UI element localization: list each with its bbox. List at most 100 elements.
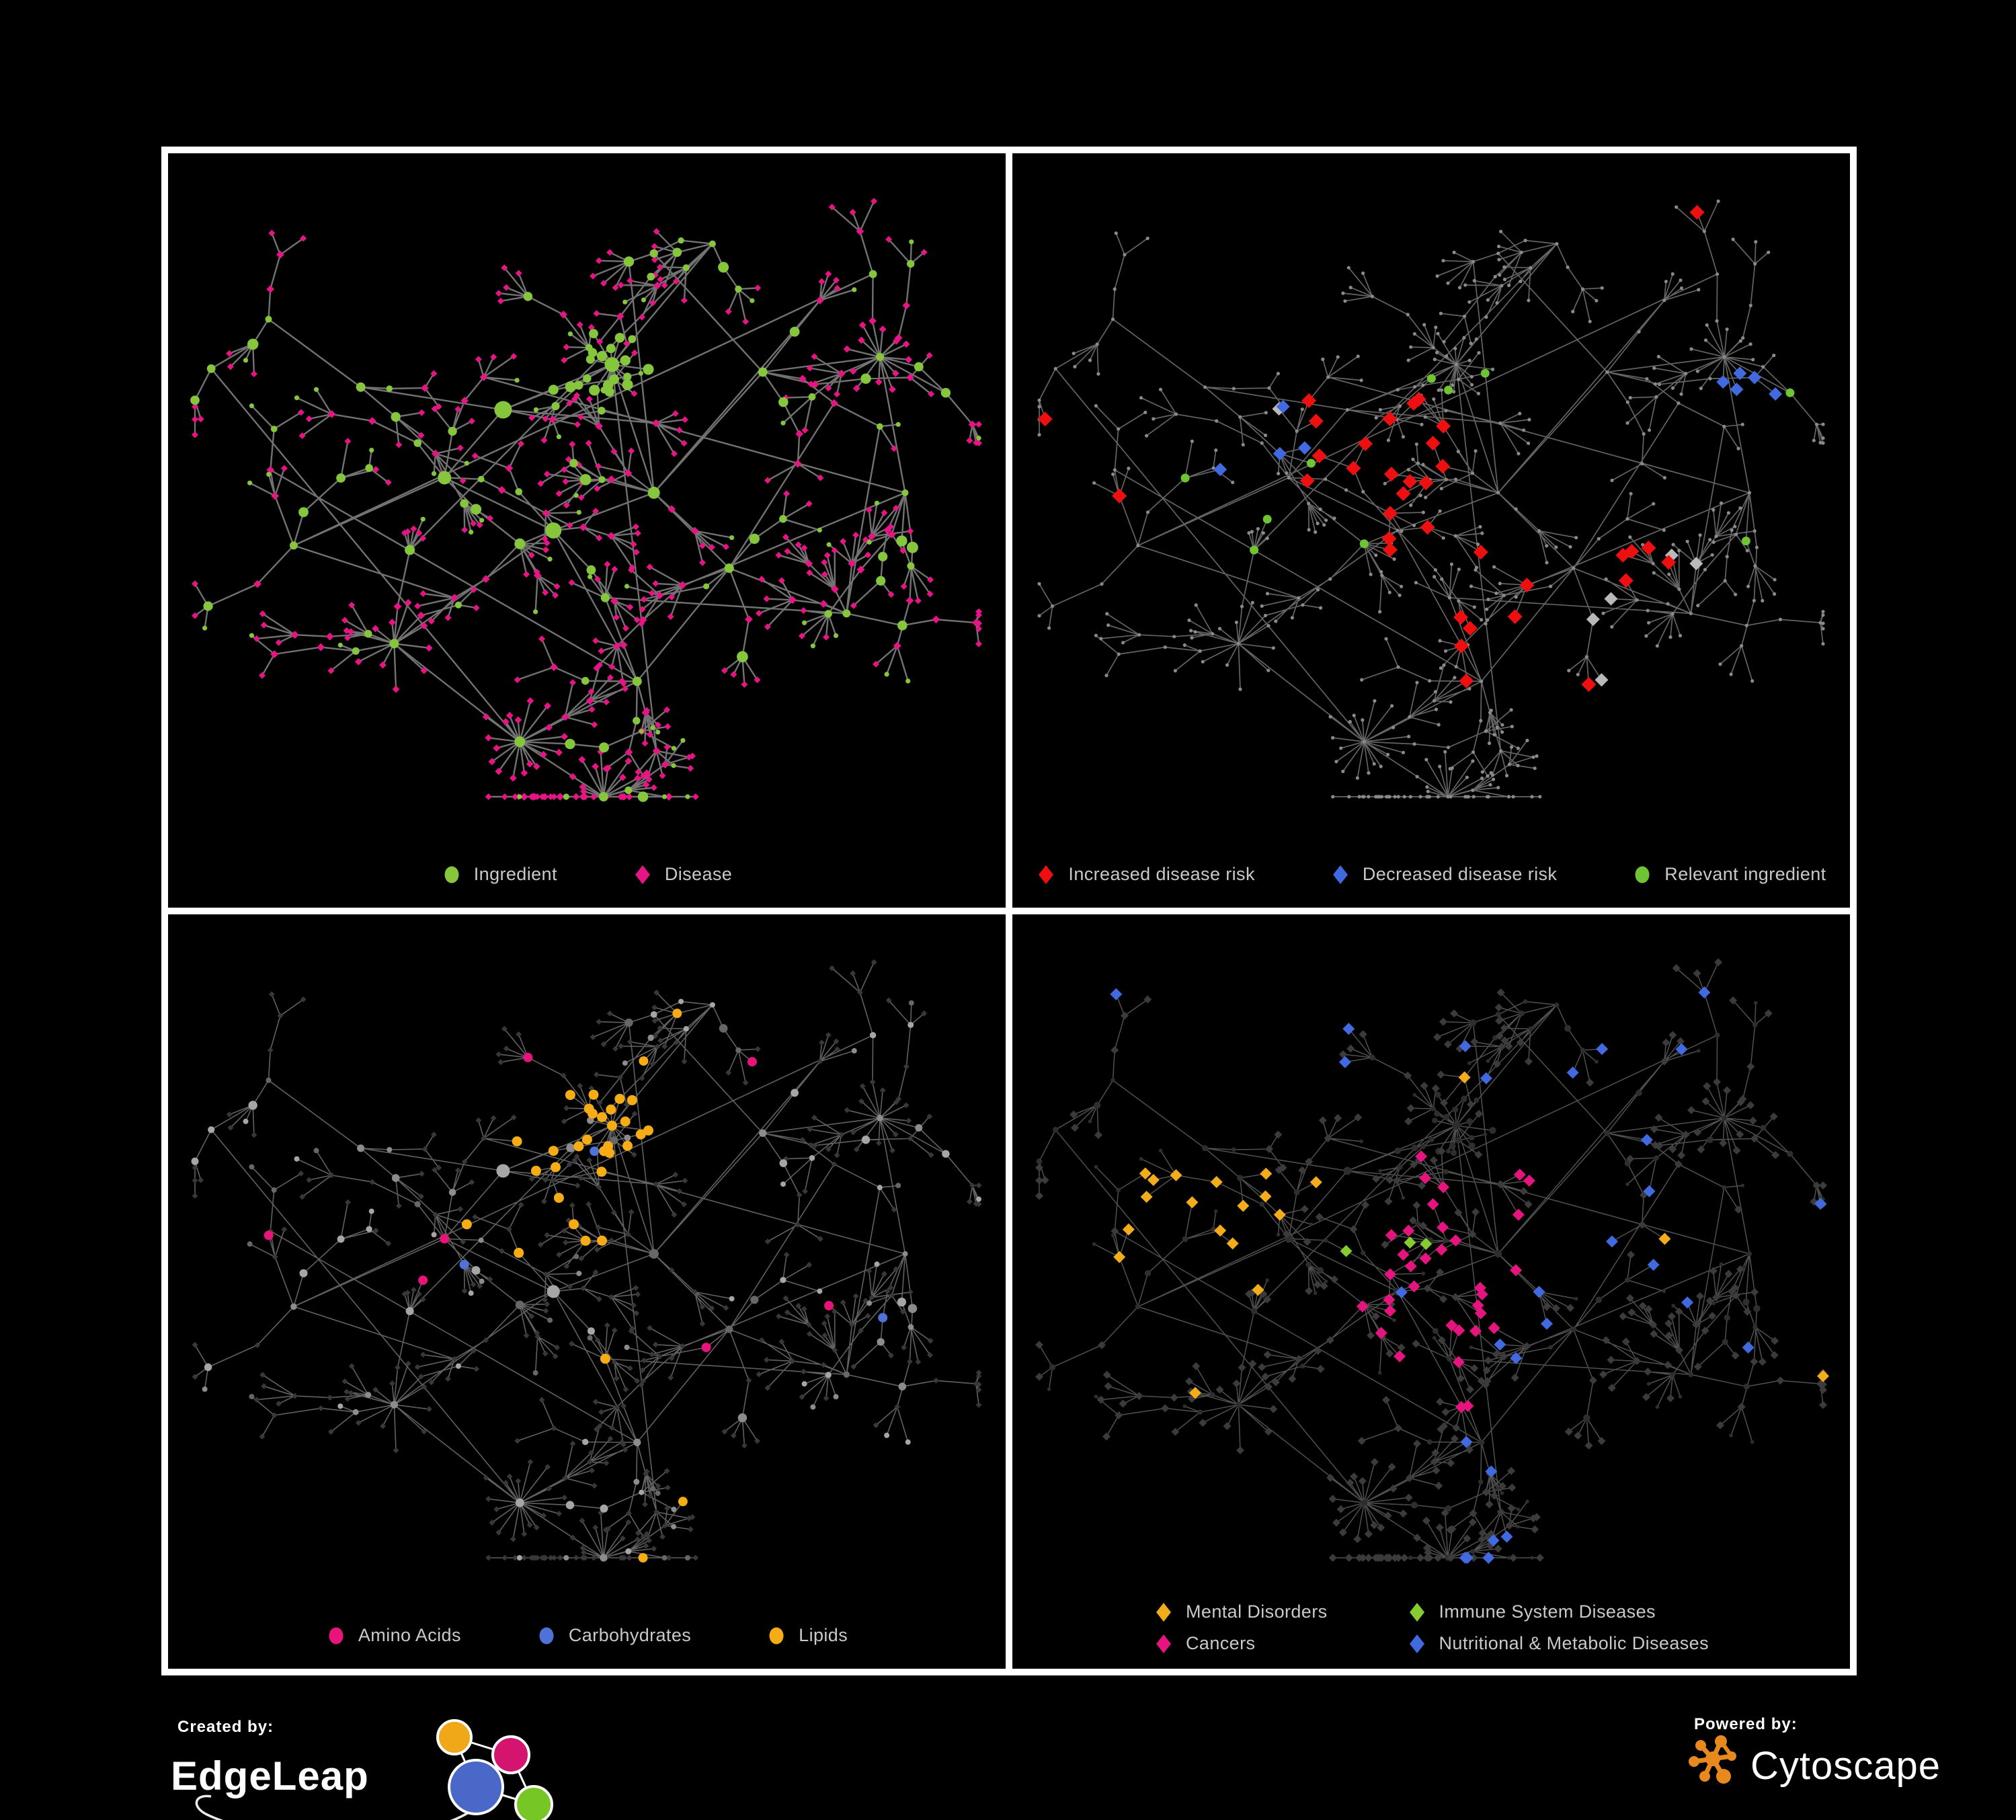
network-node [718, 262, 729, 273]
network-node [647, 1493, 653, 1499]
network-node [1444, 409, 1448, 413]
legend-nutrient-classes: Amino Acids Carbohydrates Lipids [168, 1625, 1006, 1646]
network-node [1370, 1458, 1379, 1466]
network-node [202, 625, 208, 631]
network-node [1523, 1342, 1531, 1351]
network-node [1750, 1134, 1759, 1143]
network-node [1421, 463, 1425, 467]
network-node [1516, 746, 1520, 750]
network-node [1410, 1160, 1418, 1169]
network-node [1139, 396, 1143, 400]
network-node [430, 370, 438, 377]
network-node [860, 373, 871, 384]
network-node [483, 1474, 489, 1481]
network-node [1232, 1379, 1241, 1388]
network-node [559, 311, 568, 319]
network-node [1324, 477, 1328, 481]
network-node [1498, 421, 1502, 425]
network-node [621, 1554, 627, 1561]
network-node [831, 547, 838, 554]
network-node [1420, 422, 1424, 426]
network-node [1588, 319, 1592, 323]
network-node [639, 616, 647, 624]
network-node [420, 622, 428, 630]
network-node [270, 426, 278, 432]
network-node [1477, 351, 1481, 355]
network-node [745, 615, 753, 623]
network-node [1236, 641, 1240, 645]
network-node [1190, 636, 1194, 640]
network-node [815, 296, 824, 305]
network-node [1300, 1363, 1305, 1369]
network-node [418, 1275, 428, 1285]
network-node [1732, 1146, 1741, 1155]
network-node [1457, 567, 1461, 571]
network-node [1743, 1308, 1752, 1316]
network-node [1314, 530, 1318, 535]
network-node [858, 321, 866, 329]
network-node [275, 639, 282, 646]
network-node [893, 641, 901, 650]
network-node [1566, 1304, 1574, 1312]
network-node [1483, 1377, 1492, 1386]
network-node [671, 1524, 677, 1530]
network-node [1542, 1302, 1551, 1311]
network-node [1770, 1351, 1779, 1359]
network-node [808, 1142, 814, 1148]
network-node [1693, 969, 1701, 978]
network-node [354, 658, 362, 666]
network-node [778, 577, 785, 584]
network-node [1527, 299, 1531, 303]
network-node [1361, 1250, 1366, 1255]
network-node [1635, 598, 1639, 602]
network-node [590, 1146, 600, 1156]
network-node [580, 1285, 586, 1292]
network-node [1741, 336, 1745, 340]
network-node [515, 1498, 524, 1507]
edgeleap-swoosh [195, 1794, 471, 1820]
network-node [778, 397, 789, 407]
network-node [526, 1521, 533, 1528]
network-node [1307, 528, 1311, 532]
network-node [1471, 260, 1476, 264]
network-node [1469, 1019, 1477, 1026]
network-node [1238, 687, 1242, 691]
network-node [299, 1269, 308, 1277]
network-node [1425, 436, 1441, 451]
network-node [1170, 1169, 1182, 1181]
network-node [528, 1313, 535, 1320]
network-node [414, 1201, 421, 1208]
network-node [1492, 777, 1496, 781]
network-node [802, 620, 807, 625]
network-node [1347, 795, 1351, 799]
network-node [1662, 299, 1666, 303]
network-node [725, 308, 732, 315]
network-node [622, 299, 628, 305]
network-node [735, 285, 742, 293]
network-node [793, 459, 802, 468]
network-node [1192, 1362, 1201, 1370]
network-node [1588, 1376, 1597, 1385]
network-node [506, 1473, 513, 1480]
network-node [191, 1157, 199, 1165]
network-node [1672, 964, 1681, 972]
network-node [1711, 540, 1716, 545]
network-node [653, 1509, 659, 1515]
network-node [448, 426, 457, 436]
network-node [561, 356, 568, 364]
network-node [555, 748, 563, 756]
network-node [1638, 1302, 1647, 1310]
network-node [1625, 1182, 1629, 1186]
network-node [1339, 746, 1343, 750]
network-node [1629, 491, 1633, 496]
network-node [594, 576, 601, 583]
network-node [647, 1324, 653, 1331]
network-node [975, 1373, 982, 1380]
network-node [927, 576, 934, 584]
network-node [821, 559, 828, 566]
network-node [530, 1165, 541, 1176]
network-node [1750, 1288, 1759, 1296]
network-node [192, 1193, 198, 1199]
network-node [1636, 1089, 1642, 1097]
network-node [390, 1400, 398, 1409]
